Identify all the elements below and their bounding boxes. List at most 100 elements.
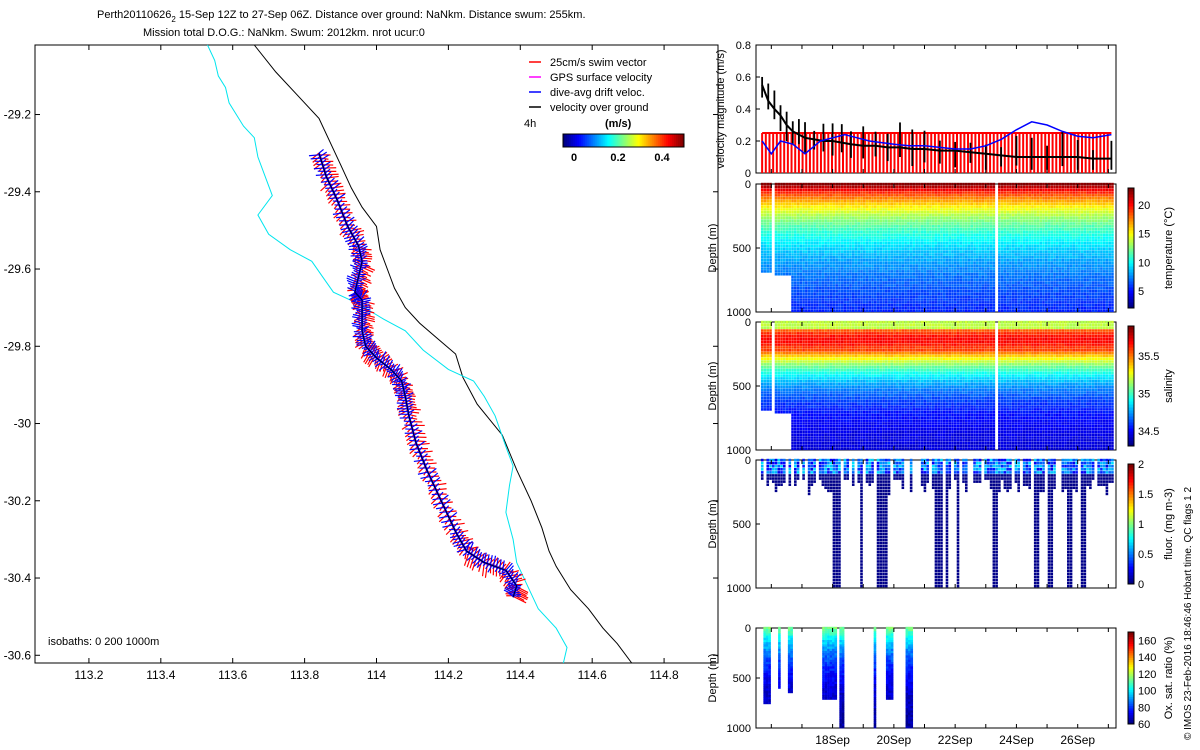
- profile-sample: [912, 258, 916, 262]
- profile-sample: [931, 258, 935, 262]
- profile-sample: [931, 230, 935, 234]
- profile-sample: [953, 244, 957, 248]
- profile-sample: [791, 298, 794, 301]
- profile-sample: [879, 250, 883, 253]
- profile-sample: [862, 303, 866, 307]
- profile-sample: [879, 225, 883, 228]
- profile-sample: [907, 244, 910, 248]
- drift-vector: [503, 575, 510, 579]
- profile-sample: [879, 306, 883, 310]
- profile-sample: [909, 306, 913, 310]
- profile-sample: [953, 202, 957, 206]
- profile-sample: [813, 225, 816, 228]
- profile-sample: [973, 275, 976, 279]
- profile-sample: [907, 253, 910, 256]
- profile-sample: [832, 205, 836, 208]
- profile-sample: [1009, 289, 1012, 293]
- profile-sample: [777, 205, 781, 208]
- profile-sample: [865, 205, 869, 208]
- profile-sample: [967, 250, 971, 253]
- profile-sample: [760, 239, 764, 242]
- profile-sample: [810, 219, 814, 223]
- profile-sample: [992, 194, 996, 197]
- profile-sample: [909, 278, 913, 282]
- profile-sample: [912, 298, 916, 301]
- profile-sample: [909, 219, 913, 223]
- profile-sample: [821, 216, 825, 220]
- drift-vector: [336, 216, 344, 219]
- profile-sample: [981, 241, 985, 245]
- profile-sample: [777, 258, 781, 262]
- profile-sample: [915, 196, 918, 200]
- profile-sample: [799, 275, 803, 279]
- profile-sample: [898, 182, 902, 186]
- profile-sample: [794, 264, 797, 268]
- profile-sample: [780, 233, 783, 237]
- profile-sample: [788, 202, 792, 206]
- colorbar-cell: [619, 134, 622, 147]
- profile-sample: [857, 253, 861, 256]
- profile-sample: [940, 295, 943, 299]
- profile-sample: [934, 309, 938, 313]
- profile-sample: [890, 185, 894, 189]
- profile-sample: [898, 194, 902, 197]
- profile-sample: [857, 230, 861, 234]
- profile-sample: [1011, 253, 1015, 256]
- profile-sample: [959, 213, 963, 217]
- profile-sample: [857, 284, 861, 287]
- profile-sample: [920, 182, 924, 186]
- profile-sample: [898, 188, 902, 192]
- profile-sample: [1003, 241, 1007, 245]
- profile-sample: [931, 298, 935, 301]
- profile-sample: [953, 267, 957, 270]
- profile-sample: [766, 199, 770, 203]
- profile-sample: [1009, 281, 1012, 284]
- profile-sample: [962, 289, 965, 293]
- profile-sample: [940, 241, 943, 245]
- profile-sample: [992, 188, 996, 192]
- profile-sample: [931, 309, 935, 313]
- profile-sample: [964, 286, 968, 290]
- profile-sample: [909, 295, 913, 299]
- profile-sample: [799, 222, 803, 225]
- profile-sample: [810, 253, 814, 256]
- profile-sample: [857, 225, 861, 228]
- title-prefix: Perth20110626: [97, 9, 171, 21]
- profile-sample: [879, 303, 883, 307]
- profile-sample: [937, 267, 941, 270]
- profile-sample: [763, 253, 767, 256]
- profile-sample: [769, 236, 772, 239]
- profile-sample: [846, 264, 850, 268]
- profile-sample: [907, 289, 910, 293]
- profile-sample: [862, 244, 866, 248]
- profile-sample: [970, 216, 974, 220]
- profile-sample: [942, 281, 946, 284]
- profile-sample: [868, 270, 872, 273]
- profile-sample: [987, 247, 990, 251]
- profile-sample: [810, 267, 814, 270]
- profile-sample: [918, 208, 921, 211]
- profile-sample: [791, 301, 794, 304]
- profile-sample: [821, 306, 825, 310]
- swim-vector: [328, 195, 336, 204]
- profile-sample: [915, 292, 918, 296]
- drift-vector: [361, 255, 368, 260]
- profile-sample: [821, 233, 825, 237]
- profile-sample: [1006, 301, 1009, 304]
- profile-sample: [923, 199, 927, 203]
- profile-sample: [849, 230, 852, 234]
- profile-sample: [799, 185, 803, 189]
- profile-sample: [829, 236, 833, 239]
- profile-sample: [937, 222, 941, 225]
- profile-sample: [860, 253, 863, 256]
- profile-sample: [885, 267, 888, 270]
- profile-sample: [909, 194, 913, 197]
- profile-sample: [912, 306, 916, 310]
- profile-sample: [904, 289, 907, 293]
- profile-sample: [898, 247, 902, 251]
- profile-sample: [931, 222, 935, 225]
- drift-vector: [468, 542, 474, 553]
- profile-sample: [862, 208, 866, 211]
- profile-sample: [774, 230, 778, 234]
- profile-sample: [989, 270, 993, 273]
